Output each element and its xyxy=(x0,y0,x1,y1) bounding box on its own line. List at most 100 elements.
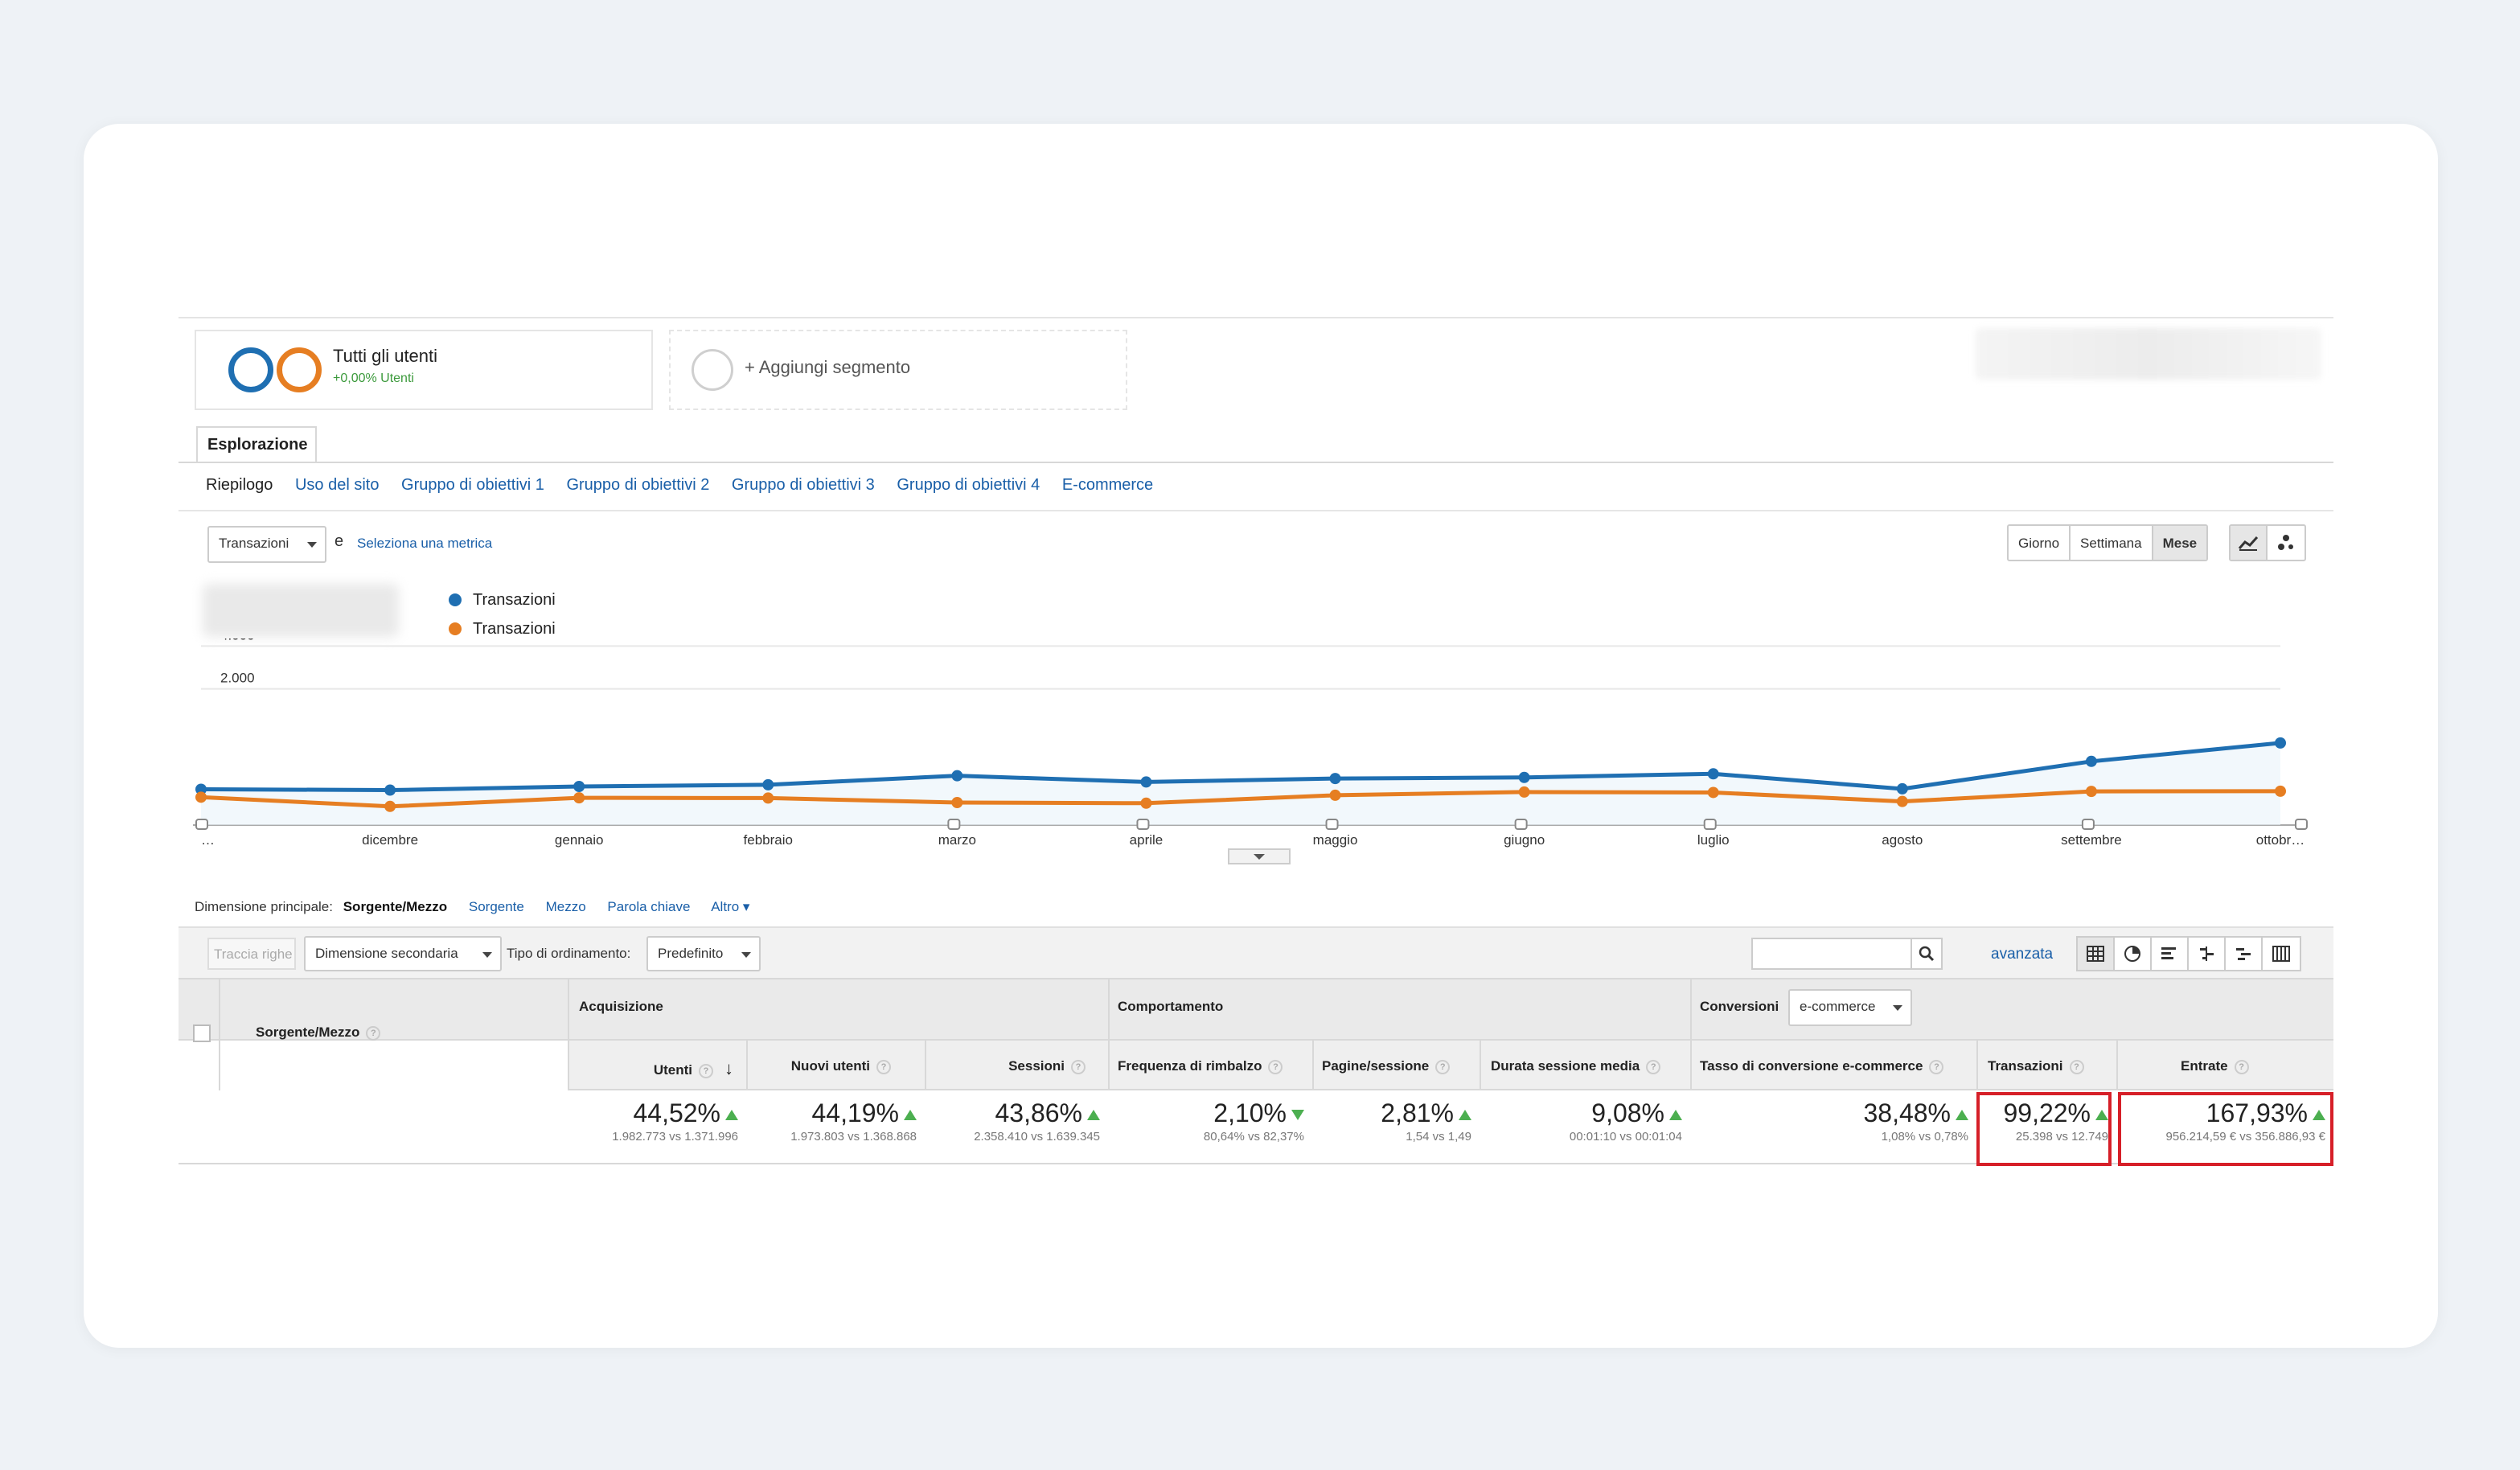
column-header-frequenza-rimbalzo[interactable]: Frequenza di rimbalzo? xyxy=(1118,1058,1283,1074)
bar-view-icon[interactable] xyxy=(2152,938,2189,970)
total-detail: 1.973.803 vs 1.368.868 xyxy=(790,1130,917,1144)
total-pct: 44,19% xyxy=(748,1090,917,1128)
up-arrow-icon xyxy=(904,1110,917,1121)
help-icon[interactable]: ? xyxy=(1929,1059,1944,1074)
y-tick-label: 2.000 xyxy=(220,671,255,686)
subnav-riepilogo[interactable]: Riepilogo xyxy=(206,476,273,494)
dimension-sorgente[interactable]: Sorgente xyxy=(468,899,524,914)
table-search-input[interactable] xyxy=(1751,938,1943,970)
select-all-checkbox[interactable] xyxy=(193,1024,211,1042)
x-tick-label: agosto xyxy=(1882,832,1923,848)
column-header-sessioni[interactable]: Sessioni? xyxy=(926,1058,1106,1074)
help-icon[interactable]: ? xyxy=(366,1025,381,1041)
help-icon[interactable]: ? xyxy=(1646,1059,1661,1074)
secondary-dimension-label: Dimensione secondaria xyxy=(315,946,458,961)
data-point xyxy=(951,770,963,782)
subnav-obiettivi-1[interactable]: Gruppo di obiettivi 1 xyxy=(401,476,544,494)
conversion-type-select[interactable]: e-commerce xyxy=(1788,989,1912,1026)
data-point xyxy=(1896,782,1908,795)
legend-item: Transazioni xyxy=(449,585,556,614)
blurred-legend-values xyxy=(203,584,399,637)
select-metric-link[interactable]: Seleziona una metrica xyxy=(357,536,493,551)
segment-all-users[interactable]: Tutti gli utenti +0,00% Utenti xyxy=(195,330,653,410)
comparison-view-icon[interactable] xyxy=(2189,938,2226,970)
help-icon[interactable]: ? xyxy=(1268,1059,1283,1074)
table-view-icon[interactable] xyxy=(2078,938,2115,970)
metric-select[interactable]: Transazioni xyxy=(207,526,326,563)
help-icon[interactable]: ? xyxy=(2069,1059,2084,1074)
column-header-pagine-sessione[interactable]: Pagine/sessione? xyxy=(1322,1058,1451,1074)
granularity-day-button[interactable]: Giorno xyxy=(2009,526,2071,560)
help-icon[interactable]: ? xyxy=(1071,1059,1086,1074)
column-label: Pagine/sessione xyxy=(1322,1058,1430,1074)
pivot-view-icon[interactable] xyxy=(2263,938,2300,970)
metric-select-value: Transazioni xyxy=(219,536,289,551)
data-point xyxy=(1140,776,1152,788)
tab-divider xyxy=(179,462,2333,463)
total-detail: 956.214,59 € vs 356.886,93 € xyxy=(2165,1130,2325,1144)
advanced-filter-link[interactable]: avanzata xyxy=(1991,946,2054,963)
plot-rows-button[interactable]: Traccia righe xyxy=(207,938,296,970)
granularity-month-button[interactable]: Mese xyxy=(2153,526,2207,560)
total-cell-transazioni: 99,22% 25.398 vs 12.749 xyxy=(1978,1090,2116,1164)
total-cell: 9,08% 00:01:10 vs 00:01:04 xyxy=(1481,1090,1690,1164)
subnav-uso-del-sito[interactable]: Uso del sito xyxy=(294,476,380,494)
pie-view-icon[interactable] xyxy=(2115,938,2152,970)
dimension-parola-chiave[interactable]: Parola chiave xyxy=(607,899,691,914)
motion-chart-icon[interactable] xyxy=(2268,526,2305,560)
up-arrow-icon xyxy=(2313,1110,2325,1121)
totals-row: 44,52% 1.982.773 vs 1.371.996 44,19% 1.9… xyxy=(179,1090,2333,1164)
x-tick-label: settembre xyxy=(2061,832,2122,848)
annotation-marker xyxy=(1325,819,1339,830)
sort-down-icon[interactable]: ↓ xyxy=(724,1058,733,1078)
up-arrow-icon xyxy=(1459,1110,1471,1121)
data-point xyxy=(195,783,207,795)
total-pct: 2,10% xyxy=(1110,1090,1304,1128)
table-group-header xyxy=(179,978,2333,1041)
help-icon[interactable]: ? xyxy=(876,1059,891,1074)
help-icon[interactable]: ? xyxy=(1435,1059,1451,1074)
x-tick-label: dicembre xyxy=(362,832,418,848)
column-header-durata-sessione[interactable]: Durata sessione media? xyxy=(1491,1058,1661,1074)
subnav-obiettivi-2[interactable]: Gruppo di obiettivi 2 xyxy=(566,476,710,494)
x-tick-label: … xyxy=(201,832,215,848)
highlight-box-transazioni xyxy=(1976,1092,2112,1166)
help-icon[interactable]: ? xyxy=(2234,1059,2249,1074)
secondary-dimension-select[interactable]: Dimensione secondaria xyxy=(304,936,502,971)
y-tick-label: 4.000 xyxy=(220,639,255,643)
column-header-entrate[interactable]: Entrate? xyxy=(2181,1058,2249,1074)
data-point xyxy=(1329,789,1341,801)
column-header-tasso-conversione[interactable]: Tasso di conversione e-commerce? xyxy=(1700,1058,1944,1074)
total-detail: 1,54 vs 1,49 xyxy=(1406,1130,1471,1144)
column-header-nuovi-utenti[interactable]: Nuovi utenti? xyxy=(748,1058,923,1074)
add-segment-button[interactable]: + Aggiungi segmento xyxy=(669,330,1127,410)
up-arrow-icon xyxy=(2095,1110,2108,1121)
subnav-ecommerce[interactable]: E-commerce xyxy=(1061,476,1154,494)
col-divider xyxy=(568,978,569,1164)
tab-esplorazione[interactable]: Esplorazione xyxy=(196,426,317,462)
dimension-mezzo[interactable]: Mezzo xyxy=(545,899,586,914)
column-header-dimension[interactable]: Sorgente/Mezzo? xyxy=(256,1024,381,1041)
total-cell: 2,81% 1,54 vs 1,49 xyxy=(1314,1090,1480,1164)
subnav-divider xyxy=(179,510,2333,511)
subnav-obiettivi-4[interactable]: Gruppo di obiettivi 4 xyxy=(897,476,1040,494)
annotation-marker xyxy=(195,819,208,830)
col-divider xyxy=(1690,978,1692,1164)
column-header-transazioni[interactable]: Transazioni? xyxy=(1988,1058,2084,1074)
granularity-week-button[interactable]: Settimana xyxy=(2071,526,2153,560)
help-icon[interactable]: ? xyxy=(699,1063,713,1078)
granularity-group: Giorno Settimana Mese xyxy=(2007,524,2209,561)
data-point xyxy=(573,781,585,792)
term-cloud-icon[interactable] xyxy=(2226,938,2263,970)
chevron-down-icon xyxy=(1893,1005,1902,1011)
highlight-box-entrate xyxy=(2118,1092,2333,1166)
chevron-down-icon xyxy=(741,952,751,958)
subnav-obiettivi-3[interactable]: Gruppo di obiettivi 3 xyxy=(731,476,875,494)
data-point xyxy=(1140,797,1152,809)
col-divider xyxy=(1108,978,1110,1164)
line-chart-icon[interactable] xyxy=(2231,526,2268,560)
column-header-utenti[interactable]: Utenti? ↓ xyxy=(569,1058,745,1079)
search-icon[interactable] xyxy=(1911,939,1941,968)
dimension-altro[interactable]: Altro ▾ xyxy=(711,899,750,914)
sort-type-select[interactable]: Predefinito xyxy=(646,936,761,971)
